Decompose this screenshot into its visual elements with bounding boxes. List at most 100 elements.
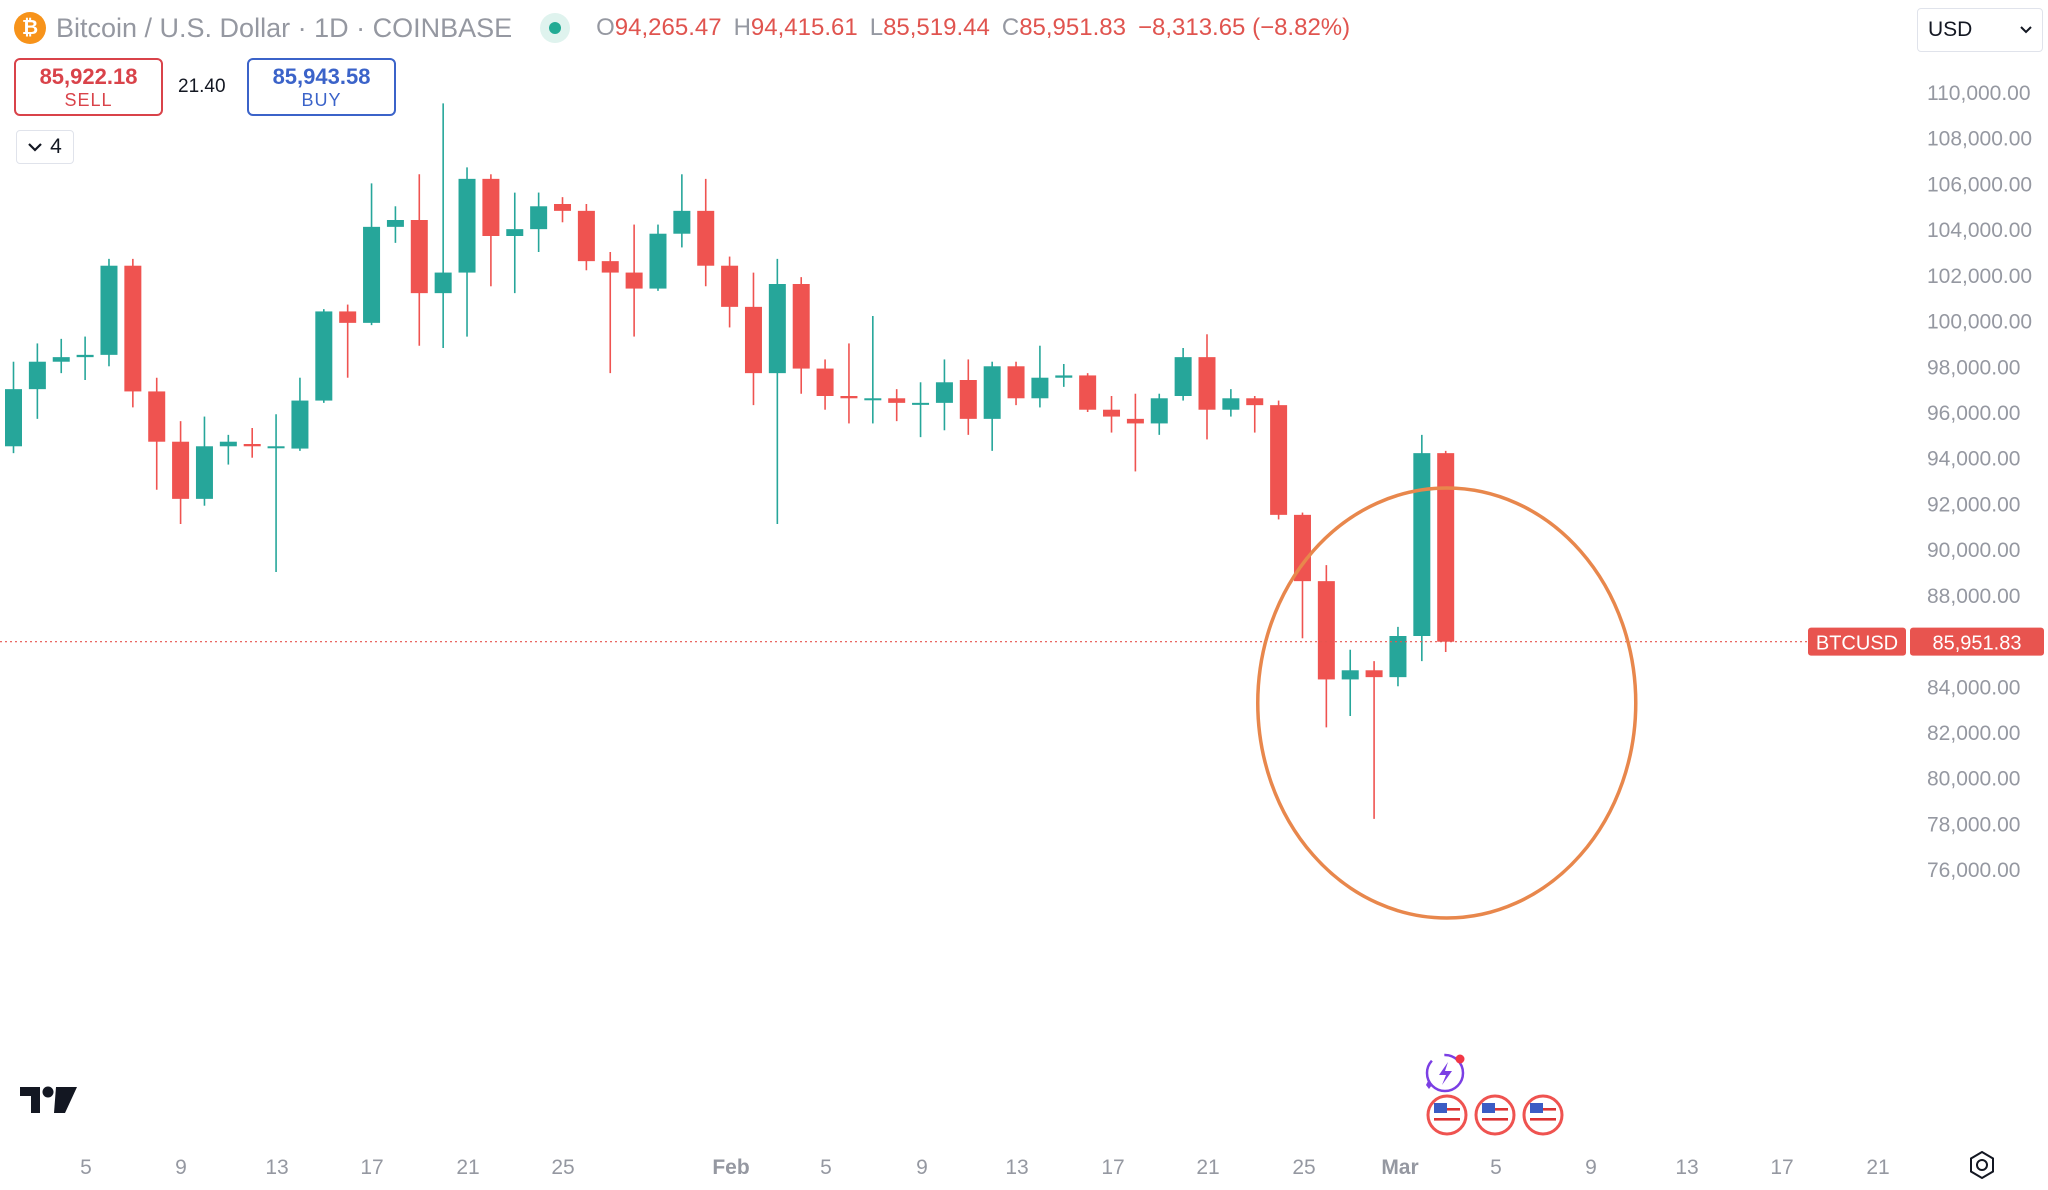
flag-stripe — [1530, 1113, 1556, 1116]
candle — [1437, 450, 1455, 652]
candle-body — [267, 446, 285, 449]
candle — [792, 277, 810, 394]
x-axis-tick-label: 21 — [456, 1156, 479, 1179]
low-key: L — [869, 14, 884, 41]
candle-body — [410, 220, 428, 294]
gear-icon[interactable] — [1968, 1151, 1996, 1179]
candle-body — [935, 382, 953, 403]
x-axis-tick-label: 5 — [80, 1156, 92, 1179]
flag-stripe — [1482, 1118, 1508, 1121]
symbol-title[interactable]: Bitcoin / U.S. Dollar · 1D · COINBASE — [56, 12, 513, 43]
open-key: O — [596, 14, 615, 41]
candle — [124, 258, 142, 408]
x-axis-tick-label: 13 — [1005, 1156, 1028, 1179]
candle-body — [1031, 377, 1049, 399]
y-axis-tick-label: 90,000.00 — [1927, 539, 2020, 562]
flag-stripe — [1482, 1113, 1508, 1116]
candle — [148, 377, 166, 490]
candle — [744, 272, 762, 406]
y-axis-tick-label: 108,000.00 — [1927, 128, 2032, 151]
candle — [386, 206, 404, 243]
flag-canton — [1530, 1103, 1543, 1113]
candle-body — [243, 444, 261, 447]
candle-body — [1413, 453, 1431, 636]
candle-body — [816, 368, 834, 396]
candle — [363, 183, 381, 326]
candle — [1007, 361, 1025, 406]
candle-body — [482, 178, 500, 236]
x-axis-tick-label: 13 — [1675, 1156, 1698, 1179]
candle — [1174, 348, 1192, 401]
candle-body — [52, 357, 70, 362]
x-axis-tick-label: 9 — [1585, 1156, 1597, 1179]
candle — [888, 389, 906, 422]
y-axis-tick-label: 94,000.00 — [1927, 448, 2020, 471]
lightning-event-icon[interactable] — [1425, 1053, 1465, 1093]
candle-body — [554, 204, 572, 211]
us-flag-icon[interactable] — [1522, 1094, 1564, 1136]
candle — [1222, 389, 1240, 417]
candle — [482, 174, 500, 287]
candle — [768, 258, 786, 524]
low-value: 85,519.44 — [883, 14, 990, 41]
candle-body — [339, 311, 357, 323]
candle-body — [1126, 418, 1144, 424]
candle — [1365, 661, 1383, 819]
currency-value: USD — [1928, 18, 1973, 41]
candle — [816, 359, 834, 410]
candle-body — [1365, 670, 1383, 678]
candle — [1198, 334, 1216, 440]
candle — [1317, 565, 1335, 728]
high-key: H — [733, 14, 751, 41]
candle — [1079, 373, 1097, 412]
candle-body — [148, 391, 166, 442]
x-axis-tick-label: 21 — [1866, 1156, 1889, 1179]
last-price-tag-label: 85,951.83 — [1933, 633, 2022, 655]
candle — [172, 421, 190, 524]
candle-body — [1317, 581, 1335, 680]
candle — [195, 416, 213, 506]
candle — [1055, 364, 1073, 387]
candle — [219, 434, 237, 465]
candle — [1293, 512, 1311, 639]
event-dot — [1455, 1054, 1465, 1064]
sell-button[interactable]: 85,922.18 SELL — [14, 58, 163, 116]
events-layer[interactable] — [1425, 1053, 1564, 1136]
candle-body — [1198, 357, 1216, 410]
candle-body — [840, 396, 858, 399]
tradingview-logo-icon[interactable] — [20, 1085, 78, 1115]
flag-stripe — [1434, 1113, 1460, 1116]
x-axis-tick-label: 17 — [1101, 1156, 1124, 1179]
y-axis-tick-label: 98,000.00 — [1927, 356, 2020, 379]
currency-select[interactable]: USD — [1917, 8, 2043, 52]
candle — [458, 167, 476, 337]
flag-stripe — [1530, 1123, 1556, 1126]
us-flag-icon[interactable] — [1426, 1094, 1468, 1136]
indicators-toggle-button[interactable]: 4 — [16, 130, 74, 164]
y-axis-tick-label: 102,000.00 — [1927, 265, 2032, 288]
buy-button[interactable]: 85,943.58 BUY — [247, 58, 396, 116]
candle — [530, 192, 548, 252]
candle — [912, 382, 930, 438]
x-axis-tick-label: 5 — [820, 1156, 832, 1179]
candle-body — [1246, 398, 1264, 406]
x-axis[interactable]: 5 9 13 17 21 25 Feb 5 9 13 17 21 25 Mar 5 9 13 17 21 — [80, 1156, 1890, 1179]
flag-stripe — [1434, 1123, 1460, 1126]
candle-body — [100, 265, 118, 355]
close-key: C — [1001, 14, 1020, 41]
candle — [983, 361, 1001, 451]
candle-body — [721, 265, 739, 307]
y-axis-tick-label: 104,000.00 — [1927, 219, 2032, 242]
candle-body — [768, 284, 786, 374]
candle — [1270, 400, 1288, 520]
candle-body — [983, 366, 1001, 419]
event-spark — [1426, 1079, 1432, 1089]
us-flag-icon[interactable] — [1474, 1094, 1516, 1136]
y-axis-tick-label: 84,000.00 — [1927, 676, 2020, 699]
candle — [1341, 649, 1359, 716]
y-axis[interactable]: 110,000.00 108,000.00 106,000.00 104,000.00… — [1927, 82, 2032, 882]
candle — [100, 258, 118, 367]
candle — [673, 174, 691, 248]
y-axis-tick-label: 110,000.00 — [1927, 82, 2031, 105]
